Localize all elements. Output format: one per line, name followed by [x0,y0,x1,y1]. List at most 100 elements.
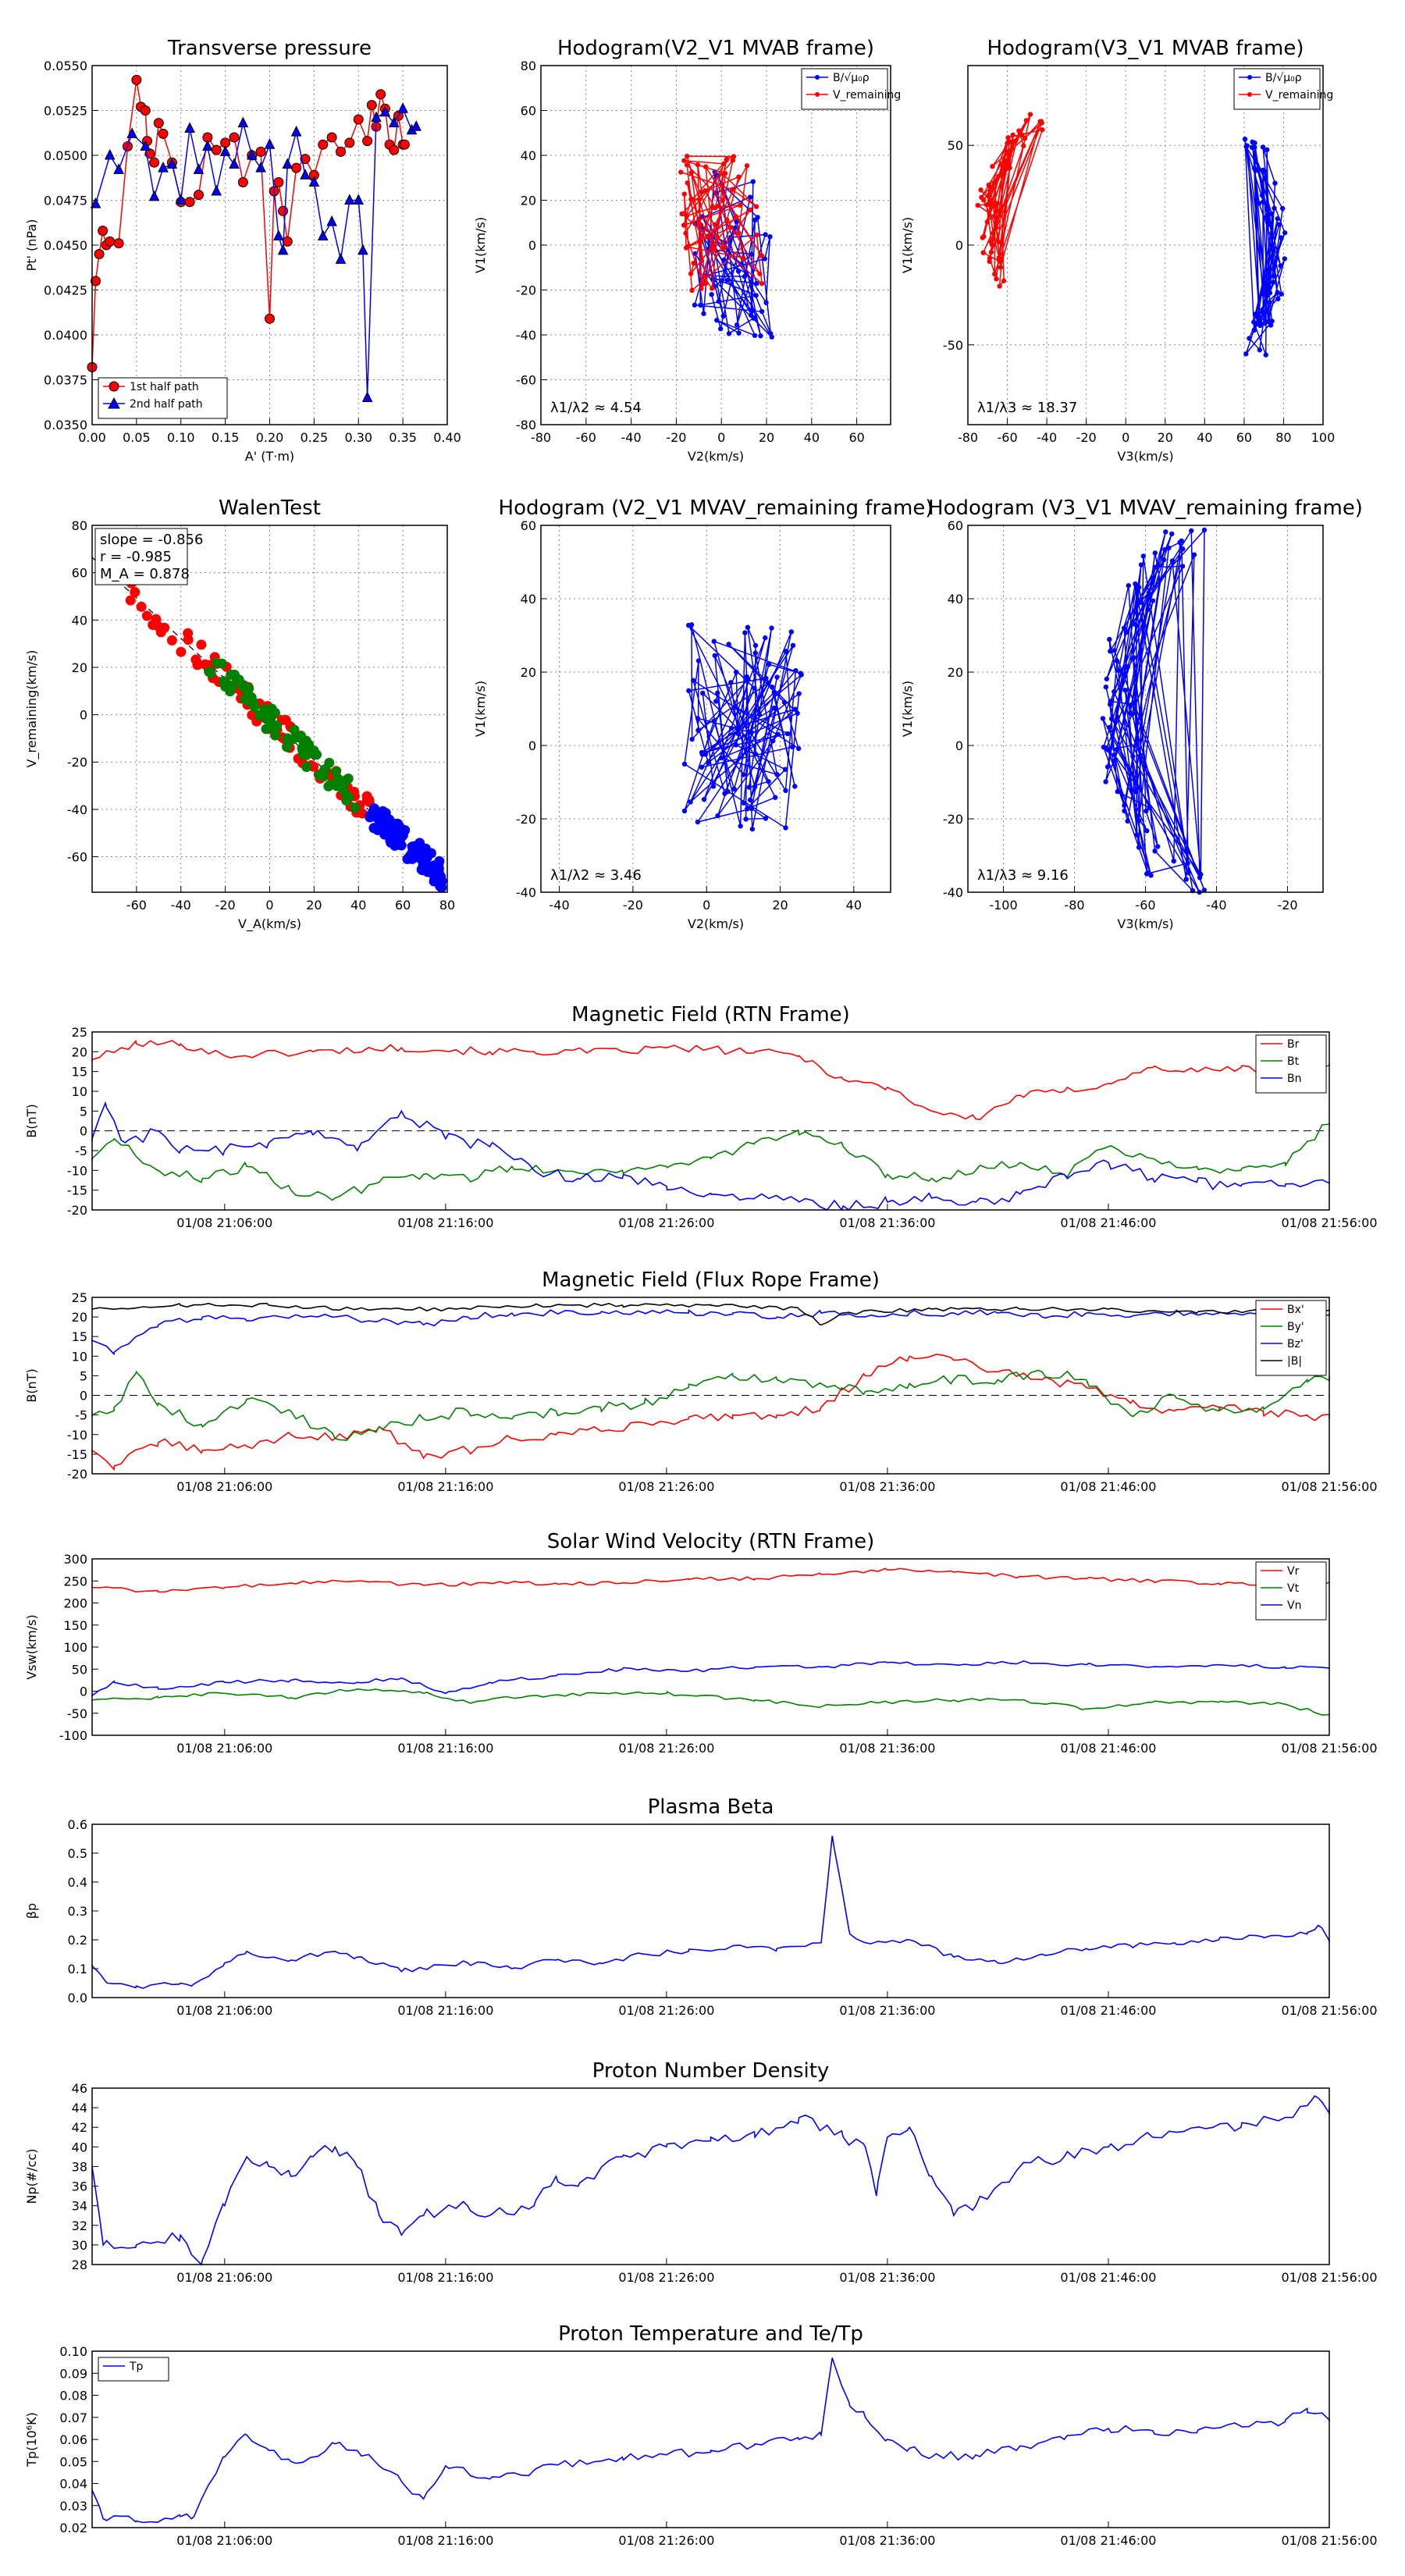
legend-label: |B| [1287,1355,1302,1368]
y-tick-label: 0.02 [59,2521,87,2535]
data-point [1162,546,1168,553]
data-point [692,302,698,308]
chart-title: Magnetic Field (RTN Frame) [571,1003,850,1026]
chart-title: Hodogram (V3_V1 MVAV_remaining frame) [928,496,1363,520]
data-point [1002,148,1008,154]
plot-frame [91,525,448,893]
data-point [685,180,690,186]
data-point [789,744,795,750]
data-point [782,767,788,772]
data-point [278,205,289,216]
y-tick-label: 20 [948,665,963,680]
data-point [317,229,329,240]
y-tick-label: -20 [943,812,963,827]
data-point [753,293,759,298]
data-point [340,777,350,788]
data-point [731,154,737,159]
y-tick-label: 42 [72,2120,87,2135]
data-point [324,757,335,768]
y-tick-label: -60 [516,373,536,388]
data-point [981,233,987,240]
data-point [166,158,178,169]
y-tick-label: 36 [72,2179,87,2194]
y-tick-label: 15 [72,1329,87,1344]
stat-label: slope = -0.856 [100,532,203,548]
chart-tp: Transverse pressure 0.0350 0.0375 0.0400 0.0… [24,37,461,464]
x-tick-label: 01/08 21:46:00 [1060,1215,1156,1230]
y-tick-label: 60 [521,104,536,119]
data-point [735,731,741,736]
x-tick-label: -60 [997,430,1017,445]
data-point [291,162,302,173]
y-tick-label: 20 [521,194,536,208]
data-point [1124,629,1129,635]
data-point [1247,336,1252,341]
data-point [1146,590,1152,596]
data-point [343,792,354,803]
y-tick-label: 0.5 [68,1846,87,1861]
y-axis-label: V1(km/s) [473,217,488,273]
data-point [1001,278,1007,283]
data-point [1134,585,1140,592]
data-point [733,742,739,748]
data-point [762,256,768,262]
data-point [712,222,718,227]
data-point [766,779,771,785]
data-point [1154,844,1161,849]
data-point [716,298,722,304]
data-point [683,245,689,251]
data-point [158,161,169,173]
data-point [1108,716,1115,722]
x-tick-label: -80 [958,430,978,445]
data-point [420,844,431,855]
y-tick-label: 200 [63,1596,87,1611]
data-point [1198,872,1204,877]
data-point [681,808,688,814]
x-tick-label: 40 [804,430,820,445]
legend-box [1255,1300,1327,1376]
data-point [184,122,195,133]
data-point [1263,352,1268,358]
data-point [1279,235,1284,240]
y-axis-label: B(nT) [24,1368,39,1402]
chart-title: Proton Number Density [592,2059,830,2083]
data-point [720,313,726,319]
y-tick-label: 34 [72,2199,87,2214]
data-point [104,148,116,160]
data-point [229,132,240,143]
data-point [1019,132,1025,138]
data-point [1136,600,1143,606]
y-tick-label: -10 [67,1163,87,1178]
data-point [1116,668,1122,674]
y-tick-label: 300 [63,1552,87,1567]
data-point [763,635,768,641]
y-tick-label: 60 [521,518,536,533]
data-point [759,281,765,286]
data-point [301,749,312,760]
x-tick-label: -60 [126,898,147,913]
data-point [131,74,142,85]
x-tick-label: 01/08 21:26:00 [618,1741,714,1756]
chart-rtn: Magnetic Field (RTN Frame) -20 -15 -10 -5 0 5 1… [24,1003,1378,1230]
series-line [91,1660,1330,1696]
data-point [726,331,732,336]
data-point [273,229,284,240]
data-point [735,269,742,274]
x-tick-label: 01/08 21:26:00 [618,1215,714,1230]
data-point [300,169,311,180]
data-point [1040,127,1045,133]
data-point [1112,688,1117,695]
data-point [1268,322,1274,328]
x-tick-label: 0.00 [78,430,106,445]
legend-label: 2nd half path [130,398,203,411]
data-point [1260,167,1266,173]
data-point [237,681,248,692]
chart-title: Hodogram (V2_V1 MVAV_remaining frame) [499,496,934,520]
y-tick-label: 40 [948,592,963,607]
data-point [1022,136,1028,141]
y-tick-label: 40 [521,148,536,163]
series-line [91,1835,1330,1990]
chart-beta: Plasma Beta 0.0 0.1 0.2 0.3 0.4 0.5 0.6 01/08 21… [24,1795,1378,2018]
y-tick-label: 250 [63,1574,87,1589]
data-point [353,194,365,205]
